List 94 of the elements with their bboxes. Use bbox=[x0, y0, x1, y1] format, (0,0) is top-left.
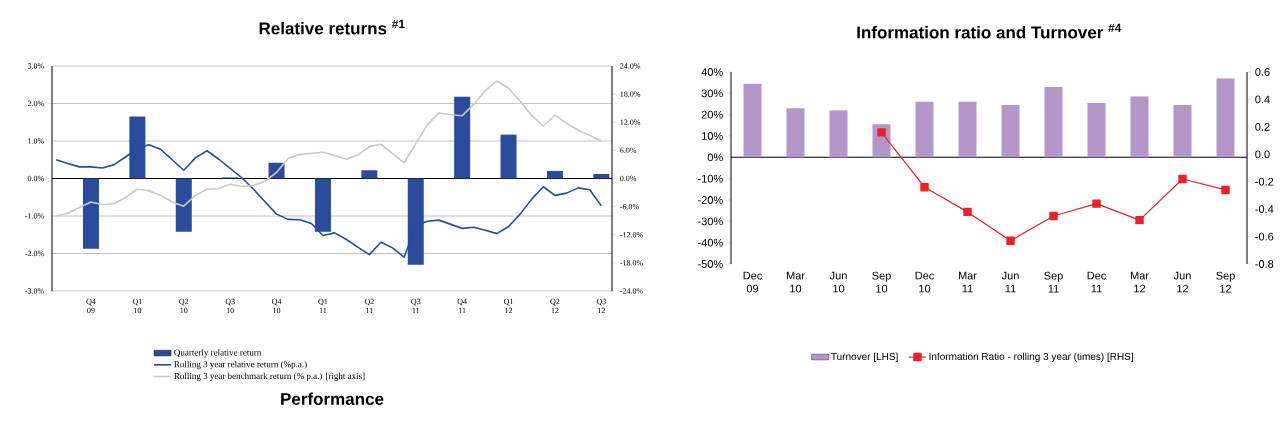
y-tick-label: 30% bbox=[701, 89, 723, 98]
y-tick-label: 20% bbox=[701, 110, 723, 119]
bar bbox=[1130, 96, 1149, 158]
legend-label: Turnover [LHS] bbox=[831, 352, 898, 362]
point bbox=[1178, 174, 1187, 184]
point bbox=[1049, 211, 1058, 221]
bar bbox=[1173, 105, 1192, 158]
bar bbox=[829, 110, 848, 158]
y-tick-label: -50% bbox=[698, 260, 723, 268]
point bbox=[1135, 215, 1144, 225]
x-tick-label: Q4 09 bbox=[86, 298, 96, 314]
legend-label: Information Ratio - rolling 3 year (times) [RHS] bbox=[929, 352, 1133, 362]
point bbox=[1092, 199, 1101, 208]
y2-tick-label: -12.0% bbox=[620, 232, 643, 238]
x-tick-label: Jun 10 bbox=[829, 271, 847, 293]
bar bbox=[1087, 102, 1106, 158]
text: Performance bbox=[281, 392, 384, 406]
y-tick-label: 0% bbox=[707, 153, 723, 162]
x-tick-label: Jun 11 bbox=[1001, 271, 1019, 293]
x-tick-label: Sep 12 bbox=[1216, 271, 1235, 293]
x-tick-label: Q2 12 bbox=[550, 298, 560, 314]
y2-tick-label: 0.4 bbox=[1255, 95, 1270, 104]
bar bbox=[1001, 105, 1020, 158]
y-tick-label: 3.0% bbox=[27, 63, 44, 69]
legend-label: Rolling 3 year relative return (%p.a.) bbox=[174, 360, 307, 370]
point bbox=[1221, 185, 1230, 195]
bar bbox=[958, 101, 977, 158]
y2-tick-label: -18.0% bbox=[620, 260, 643, 266]
x-tick-label: Sep 10 bbox=[872, 271, 891, 293]
y-tick-label: 10% bbox=[702, 132, 723, 140]
x-tick-label: Q2 10 bbox=[179, 298, 189, 314]
x-tick-label: Mar 11 bbox=[958, 271, 977, 293]
y-tick-label: -3.0% bbox=[25, 288, 44, 294]
y-tick-label: 2.0% bbox=[27, 100, 44, 107]
line-series bbox=[55, 80, 603, 217]
y-tick-label: 40% bbox=[701, 68, 723, 76]
bar bbox=[361, 170, 378, 179]
y-tick-label: -40% bbox=[698, 238, 723, 247]
y2-tick-label: -0.2 bbox=[1255, 177, 1274, 186]
y-tick-label: -20% bbox=[698, 196, 723, 204]
y2-tick-label: 12.0% bbox=[620, 119, 641, 125]
y2-tick-label: -0.6 bbox=[1255, 232, 1274, 241]
x-tick-label: Mar 10 bbox=[786, 271, 805, 293]
y2-tick-label: -0.4 bbox=[1255, 205, 1274, 214]
x-tick-label: Q1 11 bbox=[318, 298, 328, 314]
y-tick-label: -1.0% bbox=[25, 213, 44, 219]
x-tick-label: Dec 10 bbox=[915, 271, 934, 293]
y2-tick-label: 6.0% bbox=[620, 147, 637, 154]
y2-tick-label: 0.0% bbox=[620, 175, 637, 182]
y-tick-label: 1.0% bbox=[28, 138, 44, 144]
y-tick-label: -30% bbox=[698, 217, 723, 226]
x-tick-label: Q4 10 bbox=[272, 298, 282, 314]
point bbox=[1006, 236, 1015, 245]
x-tick-label: Q3 11 bbox=[411, 298, 421, 314]
x-tick-label: Jun 12 bbox=[1173, 271, 1191, 293]
x-tick-label: Q3 10 bbox=[225, 298, 235, 314]
bar bbox=[743, 83, 762, 158]
x-tick-label: Q3 12 bbox=[596, 298, 606, 314]
bar bbox=[1216, 78, 1235, 158]
point bbox=[920, 183, 929, 192]
y-tick-label: -2.0% bbox=[25, 250, 44, 257]
x-tick-label: Q2 11 bbox=[364, 298, 374, 314]
y2-tick-label: 0.2 bbox=[1255, 122, 1270, 131]
y-tick-label: 0.0% bbox=[27, 175, 44, 182]
bar bbox=[500, 134, 517, 179]
legend-label: Quarterly relative return bbox=[174, 349, 262, 358]
bar bbox=[1044, 86, 1063, 158]
legend-label: Rolling 3 year benchmark return (% p.a.) [right axis] bbox=[174, 372, 365, 381]
x-tick-label: Q1 10 bbox=[132, 298, 142, 314]
y2-tick-label: -6.0% bbox=[620, 203, 639, 210]
x-tick-label: Dec 11 bbox=[1087, 271, 1106, 293]
point bbox=[877, 128, 886, 137]
x-tick-label: Dec 09 bbox=[743, 271, 762, 293]
x-tick-label: Mar 12 bbox=[1130, 271, 1149, 293]
x-tick-label: Sep 11 bbox=[1044, 271, 1063, 293]
y2-tick-label: 18.0% bbox=[620, 91, 641, 97]
bar bbox=[454, 96, 471, 179]
y2-tick-label: -24.0% bbox=[620, 288, 643, 294]
y2-tick-label: 24.0% bbox=[620, 63, 641, 69]
bar bbox=[314, 178, 331, 232]
bar bbox=[546, 171, 563, 179]
bar bbox=[786, 108, 805, 158]
y-tick-label: -10% bbox=[698, 174, 723, 183]
bar bbox=[175, 178, 192, 232]
chart-title: Relative returns $^{#1}$ bbox=[259, 19, 405, 35]
x-tick-label: Q1 12 bbox=[503, 298, 513, 314]
point bbox=[963, 207, 972, 217]
y2-tick-label: 0.0 bbox=[1255, 150, 1270, 159]
bar bbox=[82, 178, 99, 249]
bar bbox=[915, 101, 934, 158]
y2-tick-label: 0.6 bbox=[1255, 68, 1270, 76]
x-tick-label: Q4 11 bbox=[457, 298, 467, 314]
y2-tick-label: -0.8 bbox=[1255, 260, 1274, 268]
chart-title: Information ratio and Turnover $^{#4}$ bbox=[857, 23, 1122, 39]
